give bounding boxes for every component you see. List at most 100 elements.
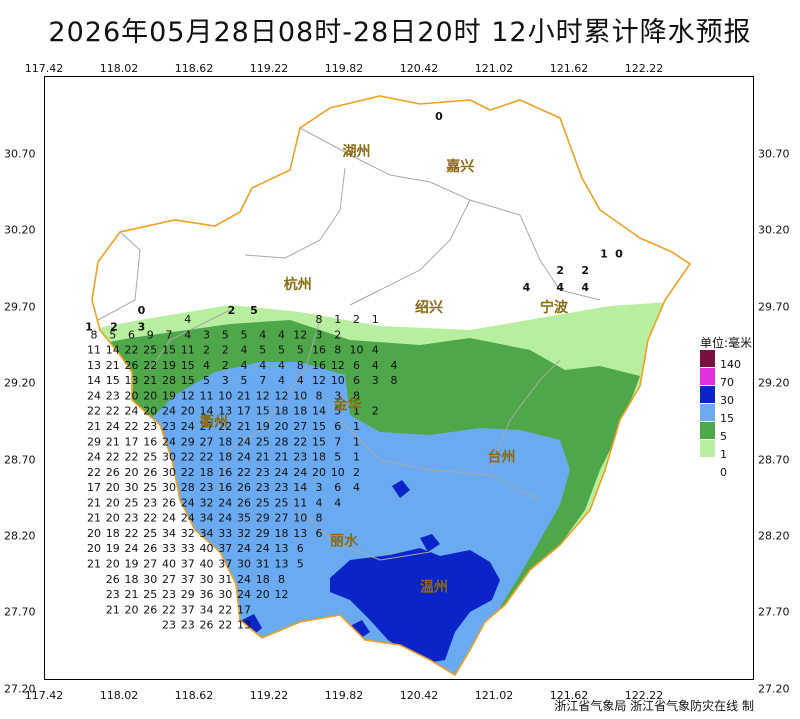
grid-value: 16 [143, 435, 157, 448]
grid-value: 32 [181, 527, 195, 540]
lat-tick-left: 30.20 [4, 223, 36, 237]
grid-value: 18 [106, 527, 120, 540]
grid-value: 4 [523, 281, 531, 294]
grid-value: 26 [200, 619, 214, 632]
grid-value: 2 [353, 313, 360, 326]
grid-value: 15 [256, 405, 270, 418]
grid-value: 23 [293, 451, 307, 464]
lon-tick-top: 119.22 [249, 62, 289, 75]
grid-value: 3 [203, 328, 210, 341]
grid-value: 15 [181, 359, 195, 372]
grid-value: 1 [353, 405, 360, 418]
grid-value: 16 [312, 359, 326, 372]
grid-value: 5 [109, 328, 116, 341]
grid-value: 22 [218, 420, 232, 433]
grid-value: 37 [218, 558, 232, 571]
grid-value: 23 [275, 481, 289, 494]
grid-value: 20 [143, 405, 157, 418]
grid-value: 10 [293, 512, 307, 525]
grid-value: 26 [237, 481, 251, 494]
grid-value: 4 [259, 328, 266, 341]
lat-tick-right: 28.20 [758, 529, 790, 543]
grid-value: 12 [275, 389, 289, 402]
grid-value: 4 [372, 359, 379, 372]
lat-tick-left: 29.70 [4, 300, 36, 314]
page-title: 2026年05月28日08时-28日20时 12小时累计降水预报 [48, 17, 752, 48]
city-label: 宁波 [540, 299, 569, 316]
grid-value: 3 [138, 321, 146, 334]
grid-value: 23 [200, 481, 214, 494]
grid-value: 4 [184, 328, 191, 341]
grid-value: 19 [162, 389, 176, 402]
grid-value: 27 [200, 420, 214, 433]
grid-value: 14 [293, 481, 307, 494]
grid-value: 22 [87, 405, 101, 418]
grid-value: 22 [143, 359, 157, 372]
lon-tick-top: 122.22 [624, 62, 664, 75]
grid-value: 19 [125, 558, 139, 571]
lat-tick-right: 30.20 [758, 223, 790, 237]
grid-value: 3 [372, 374, 379, 387]
grid-value: 27 [200, 435, 214, 448]
grid-value: 14 [312, 405, 326, 418]
city-boundary [299, 127, 521, 216]
grid-value: 23 [181, 619, 195, 632]
grid-value: 24 [218, 496, 232, 509]
grid-value: 32 [237, 527, 251, 540]
grid-value: 15 [312, 435, 326, 448]
lon-tick-bottom: 117.42 [24, 689, 64, 702]
grid-value: 2 [222, 359, 229, 372]
grid-value: 23 [125, 512, 139, 525]
grid-value: 15 [106, 374, 120, 387]
grid-value: 30 [237, 558, 251, 571]
grid-value: 30 [143, 573, 157, 586]
grid-value: 22 [143, 512, 157, 525]
grid-value: 28 [162, 374, 176, 387]
grid-value: 25 [143, 481, 157, 494]
grid-value: 37 [181, 603, 195, 616]
grid-value: 24 [237, 435, 251, 448]
grid-value: 23 [143, 496, 157, 509]
grid-value: 20 [275, 420, 289, 433]
legend-swatch [700, 440, 715, 457]
city-label: 温州 [420, 579, 448, 595]
grid-value: 5 [297, 344, 304, 357]
grid-value: 2 [334, 328, 341, 341]
grid-value: 22 [125, 420, 139, 433]
legend-swatch [700, 404, 715, 421]
grid-value: 37 [218, 542, 232, 555]
grid-value: 22 [162, 603, 176, 616]
legend-unit: 单位:毫米 [700, 336, 753, 350]
grid-value: 25 [256, 435, 270, 448]
province-border [91, 95, 692, 677]
lat-tick-left: 27.20 [4, 682, 36, 696]
lat-tick-left: 29.20 [4, 376, 36, 390]
grid-value: 20 [256, 588, 270, 601]
grid-value: 8 [316, 313, 323, 326]
grid-value: 5 [334, 451, 341, 464]
legend-label: 30 [720, 394, 734, 407]
grid-value: 6 [353, 374, 360, 387]
grid-value: 3 [316, 481, 323, 494]
grid-value: 21 [143, 374, 157, 387]
grid-value: 21 [237, 420, 251, 433]
grid-value: 4 [278, 374, 285, 387]
grid-value: 2 [353, 466, 360, 479]
grid-value: 30 [125, 481, 139, 494]
grid-value: 8 [316, 389, 323, 402]
grid-value: 22 [200, 451, 214, 464]
grid-value: 22 [106, 451, 120, 464]
grid-value: 2 [110, 321, 118, 334]
city-label: 湖州 [343, 144, 371, 160]
grid-value: 15 [181, 374, 195, 387]
lon-tick-top: 118.62 [174, 62, 214, 75]
grid-value: 12 [312, 374, 326, 387]
lat-tick-left: 28.70 [4, 453, 36, 467]
grid-value: 14 [200, 405, 214, 418]
grid-value: 4 [372, 344, 379, 357]
lon-tick-top: 117.42 [24, 62, 64, 75]
grid-value: 25 [143, 588, 157, 601]
grid-value: 1 [600, 247, 608, 260]
grid-value: 5 [222, 328, 229, 341]
